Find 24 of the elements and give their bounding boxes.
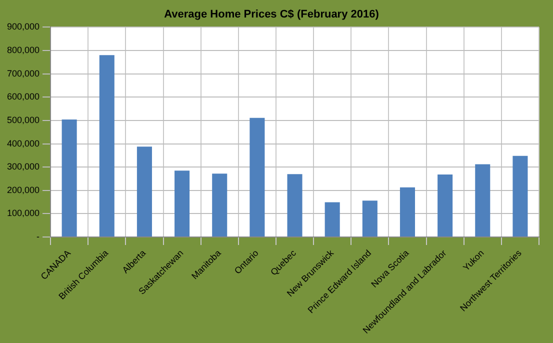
bar	[362, 200, 378, 237]
bar	[475, 164, 490, 237]
bar	[512, 156, 528, 237]
y-tick-label: 800,000	[6, 45, 40, 55]
bar	[99, 55, 114, 237]
bar	[287, 174, 302, 237]
bar	[438, 174, 453, 237]
y-tick-label: 600,000	[6, 92, 40, 102]
bar	[400, 187, 416, 237]
y-tick-label: 300,000	[6, 162, 40, 172]
y-tick-label: -	[36, 232, 40, 242]
y-tick-label: 700,000	[6, 68, 40, 78]
bar	[174, 170, 190, 237]
bar	[136, 146, 152, 237]
y-tick-label: 200,000	[6, 184, 40, 195]
bar	[212, 174, 228, 237]
bar	[250, 118, 265, 237]
y-tick-label: 500,000	[6, 114, 40, 125]
y-tick-label: 400,000	[6, 138, 40, 148]
bar	[62, 120, 77, 237]
chart-title: Average Home Prices C$ (February 2016)	[164, 8, 380, 21]
y-tick-label: 100,000	[6, 208, 40, 218]
bar	[324, 202, 340, 237]
y-tick-label: 900,000	[6, 22, 40, 32]
